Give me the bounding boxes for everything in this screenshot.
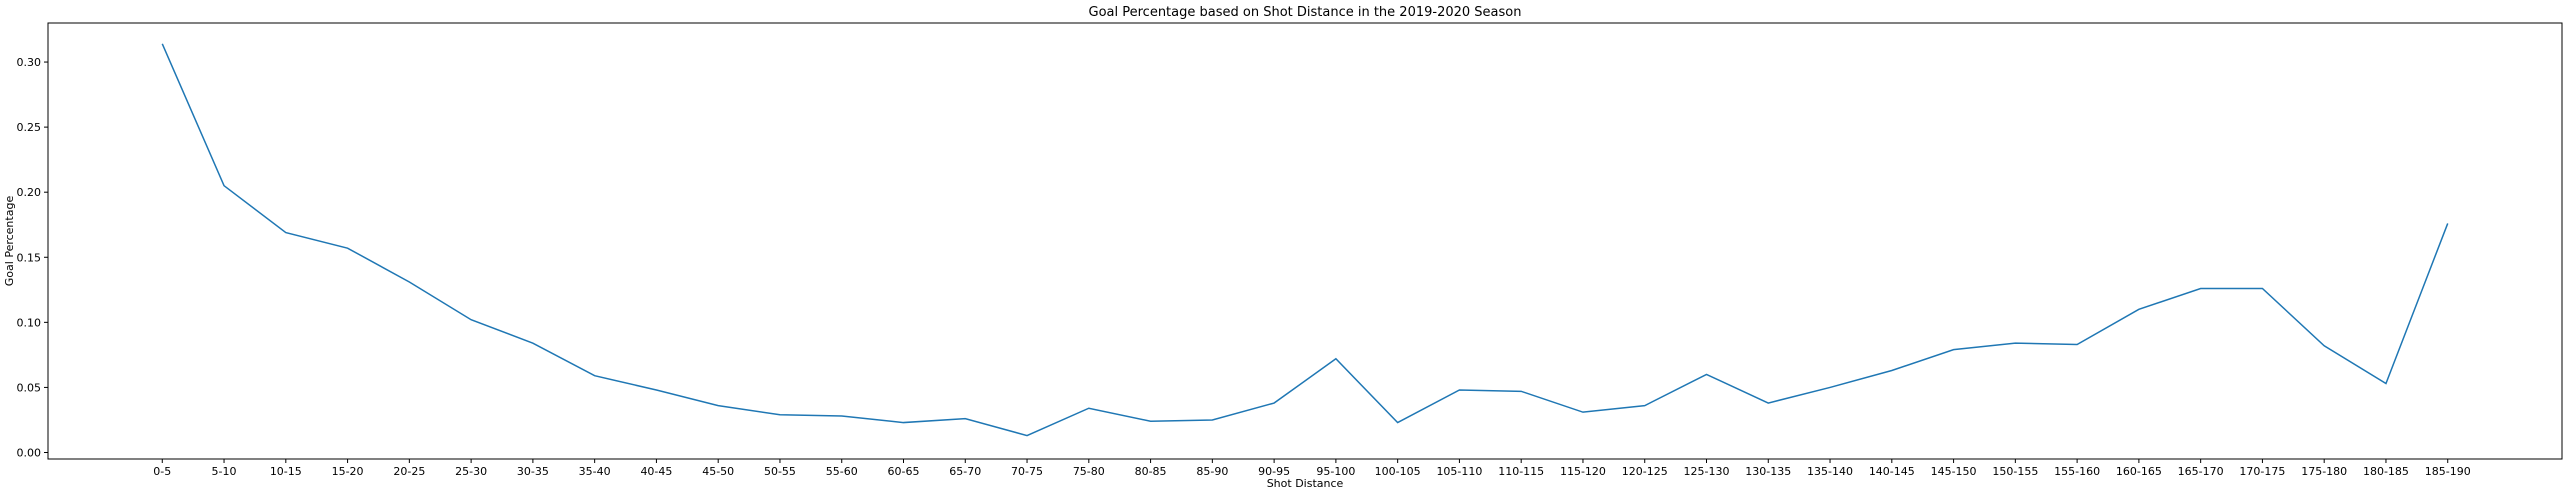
x-tick-label: 95-100 [1316,465,1355,478]
y-axis-label: Goal Percentage [3,196,16,287]
x-tick-label: 35-40 [579,465,611,478]
x-tick-label: 180-185 [2363,465,2409,478]
x-tick-label: 125-130 [1684,465,1730,478]
x-tick-label: 10-15 [270,465,302,478]
x-tick-label: 30-35 [517,465,549,478]
x-tick-label: 105-110 [1436,465,1482,478]
y-axis: 0.00 0.05 0.10 0.15 0.20 0.25 0.30 [17,56,48,459]
x-axis: 0-5 5-10 10-15 15-20 20-25 25-30 30-35 35-40 40-… [153,459,2471,478]
x-axis-label: Shot Distance [1267,477,1344,490]
x-tick-label: 150-155 [1992,465,2038,478]
x-tick-label: 55-60 [826,465,858,478]
x-tick-label: 45-50 [702,465,734,478]
x-tick-label: 140-145 [1869,465,1915,478]
x-tick-label: 20-25 [393,465,425,478]
x-tick-label: 85-90 [1196,465,1228,478]
x-tick-label: 25-30 [455,465,487,478]
x-tick-label: 165-170 [2178,465,2224,478]
x-tick-label: 145-150 [1931,465,1977,478]
plot-frame [47,22,2563,460]
x-tick-label: 0-5 [153,465,171,478]
y-tick-label: 0.20 [17,186,42,199]
x-tick-label: 65-70 [949,465,981,478]
x-tick-label: 175-180 [2301,465,2347,478]
x-tick-label: 130-135 [1745,465,1791,478]
x-tick-label: 5-10 [212,465,237,478]
series-line [161,43,2449,437]
x-tick-label: 120-125 [1622,465,1668,478]
x-tick-label: 160-165 [2116,465,2162,478]
x-tick-label: 80-85 [1135,465,1167,478]
x-tick-label: 60-65 [888,465,920,478]
x-tick-label: 170-175 [2239,465,2285,478]
x-tick-label: 50-55 [764,465,796,478]
y-tick-label: 0.25 [17,121,42,134]
x-tick-label: 110-115 [1498,465,1544,478]
x-tick-label: 115-120 [1560,465,1606,478]
x-tick-label: 135-140 [1807,465,1853,478]
y-tick-label: 0.15 [17,251,42,264]
y-tick-label: 0.30 [17,56,42,69]
y-tick-label: 0.00 [17,446,42,459]
x-tick-label: 185-190 [2425,465,2471,478]
x-tick-label: 100-105 [1375,465,1421,478]
y-tick-label: 0.10 [17,316,42,329]
x-tick-label: 90-95 [1258,465,1290,478]
x-tick-label: 70-75 [1011,465,1043,478]
x-tick-label: 40-45 [640,465,672,478]
chart-title: Goal Percentage based on Shot Distance i… [1089,5,1522,20]
y-tick-label: 0.05 [17,381,42,394]
x-tick-label: 155-160 [2054,465,2100,478]
x-tick-label: 15-20 [332,465,364,478]
x-tick-label: 75-80 [1073,465,1105,478]
